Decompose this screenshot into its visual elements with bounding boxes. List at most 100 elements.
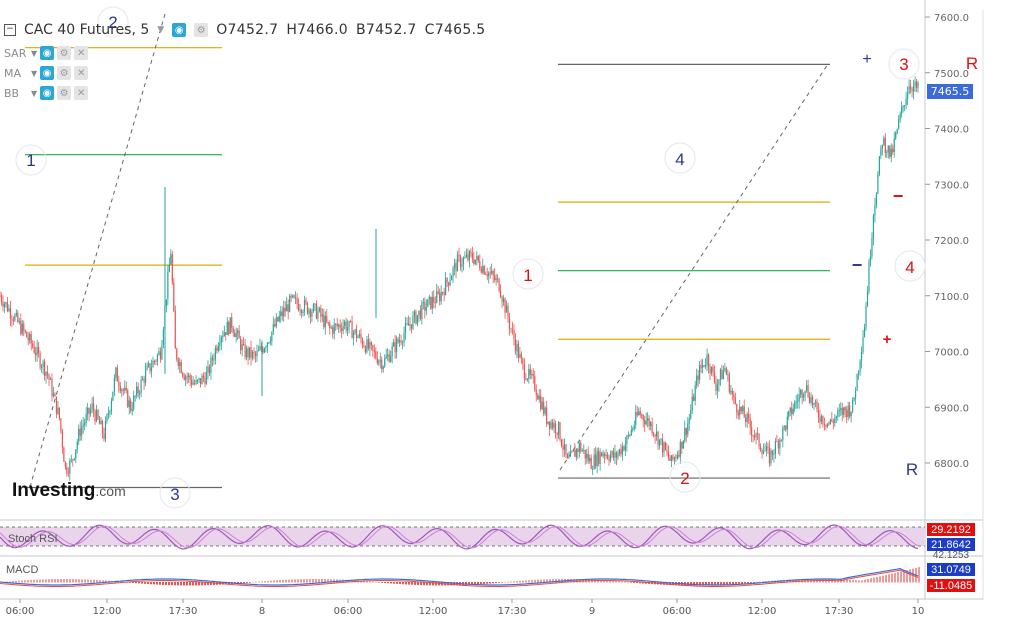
- candle-body: [180, 362, 182, 373]
- macd-tag-2-bg: [927, 579, 975, 592]
- candle-body: [898, 119, 900, 129]
- candle-body: [363, 345, 365, 347]
- price-tick-label: 6800.0: [934, 459, 969, 470]
- candle-body: [551, 422, 554, 428]
- candle-body: [448, 282, 450, 286]
- indicator-row-ma[interactable]: MA ▼ ◉ ⚙ ✕: [4, 66, 89, 80]
- candle-body: [808, 396, 811, 403]
- macd-hist-bar: [243, 582, 245, 584]
- wave-circle: [512, 258, 544, 290]
- candle-body: [352, 332, 355, 339]
- candle-body: [791, 407, 793, 415]
- macd-hist-bar: [873, 577, 875, 583]
- candle-body: [170, 254, 172, 265]
- candle-body: [483, 266, 485, 274]
- candle-body: [308, 309, 310, 314]
- candle-body: [189, 375, 191, 380]
- macd-hist-bar: [279, 580, 281, 583]
- candle-body: [758, 433, 760, 447]
- dropdown-icon[interactable]: ▼: [31, 68, 38, 78]
- candle-body: [721, 369, 723, 380]
- candle-body: [831, 419, 833, 422]
- candle-body: [84, 422, 86, 425]
- macd-hist-bar: [408, 582, 410, 585]
- macd-hist-bar: [714, 582, 716, 586]
- candle-body: [355, 329, 358, 339]
- close-icon[interactable]: ✕: [74, 46, 89, 60]
- macd-hist-bar: [291, 579, 293, 583]
- symbol-label[interactable]: CAC 40 Futures, 5: [24, 22, 150, 38]
- stoch-label: Stoch RSI: [8, 533, 58, 545]
- candle-body: [820, 415, 823, 422]
- candle-body: [373, 350, 375, 352]
- candle-body: [598, 450, 600, 464]
- gear-icon[interactable]: ⚙: [57, 66, 72, 80]
- candle-body: [754, 435, 756, 438]
- wave-label-blue-4: 4: [675, 150, 684, 169]
- price-tick-label: 7600.0: [934, 13, 969, 24]
- close-icon[interactable]: ✕: [74, 66, 89, 80]
- candle-body: [130, 400, 132, 411]
- candle-body: [549, 421, 551, 429]
- indicator-row-bb[interactable]: BB ▼ ◉ ⚙ ✕: [4, 86, 89, 100]
- macd-hist-bar: [618, 581, 620, 583]
- candle-body: [139, 393, 141, 394]
- eye-icon[interactable]: ◉: [40, 66, 55, 80]
- close-icon[interactable]: ✕: [74, 86, 89, 100]
- plus-sign-red: +: [883, 331, 892, 348]
- candle-body: [119, 386, 121, 392]
- indicator-row-sar[interactable]: SAR ▼ ◉ ⚙ ✕: [4, 46, 89, 60]
- gear-icon[interactable]: ⚙: [57, 46, 72, 60]
- indicator-label: BB: [4, 86, 20, 100]
- collapse-icon[interactable]: −: [4, 24, 16, 36]
- candle-body: [664, 442, 667, 450]
- candle-body: [563, 444, 566, 450]
- candle-body: [771, 450, 774, 455]
- wave-label-red-3: 3: [899, 55, 908, 74]
- dropdown-icon[interactable]: ▼: [31, 48, 38, 58]
- eye-icon[interactable]: ◉: [40, 86, 55, 100]
- candle-body: [868, 261, 870, 292]
- price-tick-label: 7000.0: [934, 348, 969, 359]
- candle-body: [278, 315, 280, 322]
- candle-body: [199, 378, 202, 385]
- dropdown-icon[interactable]: ▼: [157, 25, 165, 35]
- candle-body: [293, 295, 295, 298]
- candle-body: [590, 457, 592, 470]
- macd-hist-bar: [525, 580, 527, 583]
- gear-icon[interactable]: ⚙: [194, 23, 209, 37]
- candle-body: [638, 411, 640, 415]
- candle-body: [186, 376, 188, 378]
- macd-hist-bar: [411, 582, 413, 585]
- ohlc-low: B7452.7: [355, 22, 417, 38]
- candle-body: [652, 433, 655, 435]
- candle-body: [907, 94, 909, 99]
- gear-icon[interactable]: ⚙: [57, 86, 72, 100]
- candle-body: [82, 424, 84, 427]
- eye-icon[interactable]: ◉: [40, 46, 55, 60]
- macd-hist-bar: [864, 579, 866, 583]
- candle-body: [193, 382, 196, 384]
- macd-hist-bar: [24, 580, 26, 583]
- candle-body: [214, 348, 216, 360]
- candle-body: [283, 307, 285, 317]
- candle-body: [406, 323, 408, 325]
- indicator-label: MA: [4, 66, 22, 80]
- candle-body: [761, 450, 763, 454]
- candle-body: [158, 351, 160, 355]
- dropdown-icon[interactable]: ▼: [31, 88, 38, 98]
- macd-hist-bar: [516, 581, 518, 583]
- candle-body: [902, 106, 904, 107]
- candle-body: [491, 271, 493, 274]
- candle-body: [338, 324, 340, 327]
- candle-body: [785, 425, 787, 430]
- eye-icon[interactable]: ◉: [172, 23, 187, 37]
- candle-body: [43, 361, 46, 376]
- candle-body: [667, 451, 670, 458]
- candle-body: [574, 450, 576, 457]
- macd-hist-bar: [522, 580, 524, 583]
- candle-body: [832, 421, 834, 424]
- candle-body: [685, 428, 687, 435]
- candle-body: [54, 393, 56, 397]
